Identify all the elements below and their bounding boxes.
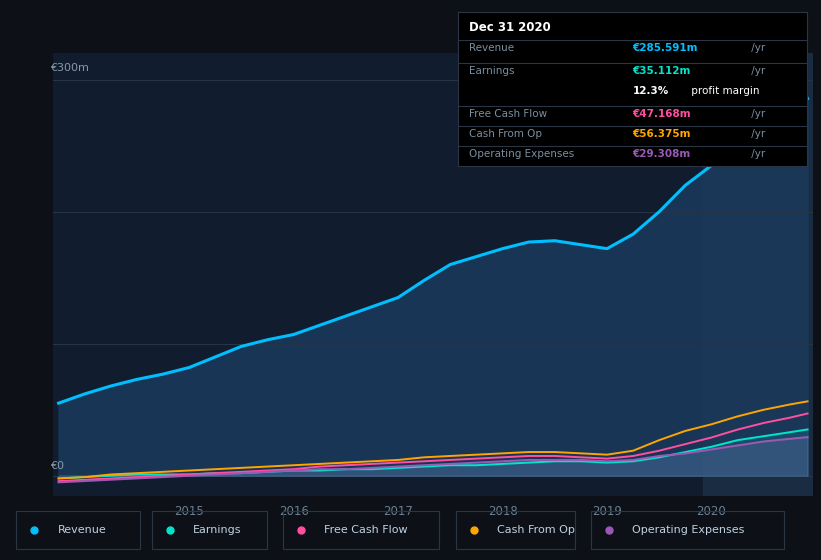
Text: Revenue: Revenue: [57, 525, 106, 535]
Text: €285.591m: €285.591m: [633, 43, 698, 53]
Text: 12.3%: 12.3%: [633, 86, 669, 96]
Text: Operating Expenses: Operating Expenses: [632, 525, 745, 535]
Text: Cash From Op: Cash From Op: [497, 525, 575, 535]
Text: €300m: €300m: [49, 63, 89, 73]
Text: €0: €0: [49, 461, 63, 472]
Text: Dec 31 2020: Dec 31 2020: [469, 21, 550, 34]
Bar: [703, 53, 816, 496]
Text: €56.375m: €56.375m: [633, 129, 691, 139]
Text: profit margin: profit margin: [689, 86, 760, 96]
Text: €35.112m: €35.112m: [633, 66, 691, 76]
Text: Free Cash Flow: Free Cash Flow: [469, 109, 547, 119]
Text: €47.168m: €47.168m: [633, 109, 691, 119]
Text: Revenue: Revenue: [469, 43, 514, 53]
Text: /yr: /yr: [748, 43, 765, 53]
Text: /yr: /yr: [748, 150, 765, 159]
Text: /yr: /yr: [748, 109, 765, 119]
Text: Earnings: Earnings: [193, 525, 241, 535]
Text: Earnings: Earnings: [469, 66, 514, 76]
Text: /yr: /yr: [748, 129, 765, 139]
Text: Cash From Op: Cash From Op: [469, 129, 542, 139]
Text: €29.308m: €29.308m: [633, 150, 690, 159]
Text: /yr: /yr: [748, 66, 765, 76]
Text: Free Cash Flow: Free Cash Flow: [324, 525, 408, 535]
Text: Operating Expenses: Operating Expenses: [469, 150, 574, 159]
